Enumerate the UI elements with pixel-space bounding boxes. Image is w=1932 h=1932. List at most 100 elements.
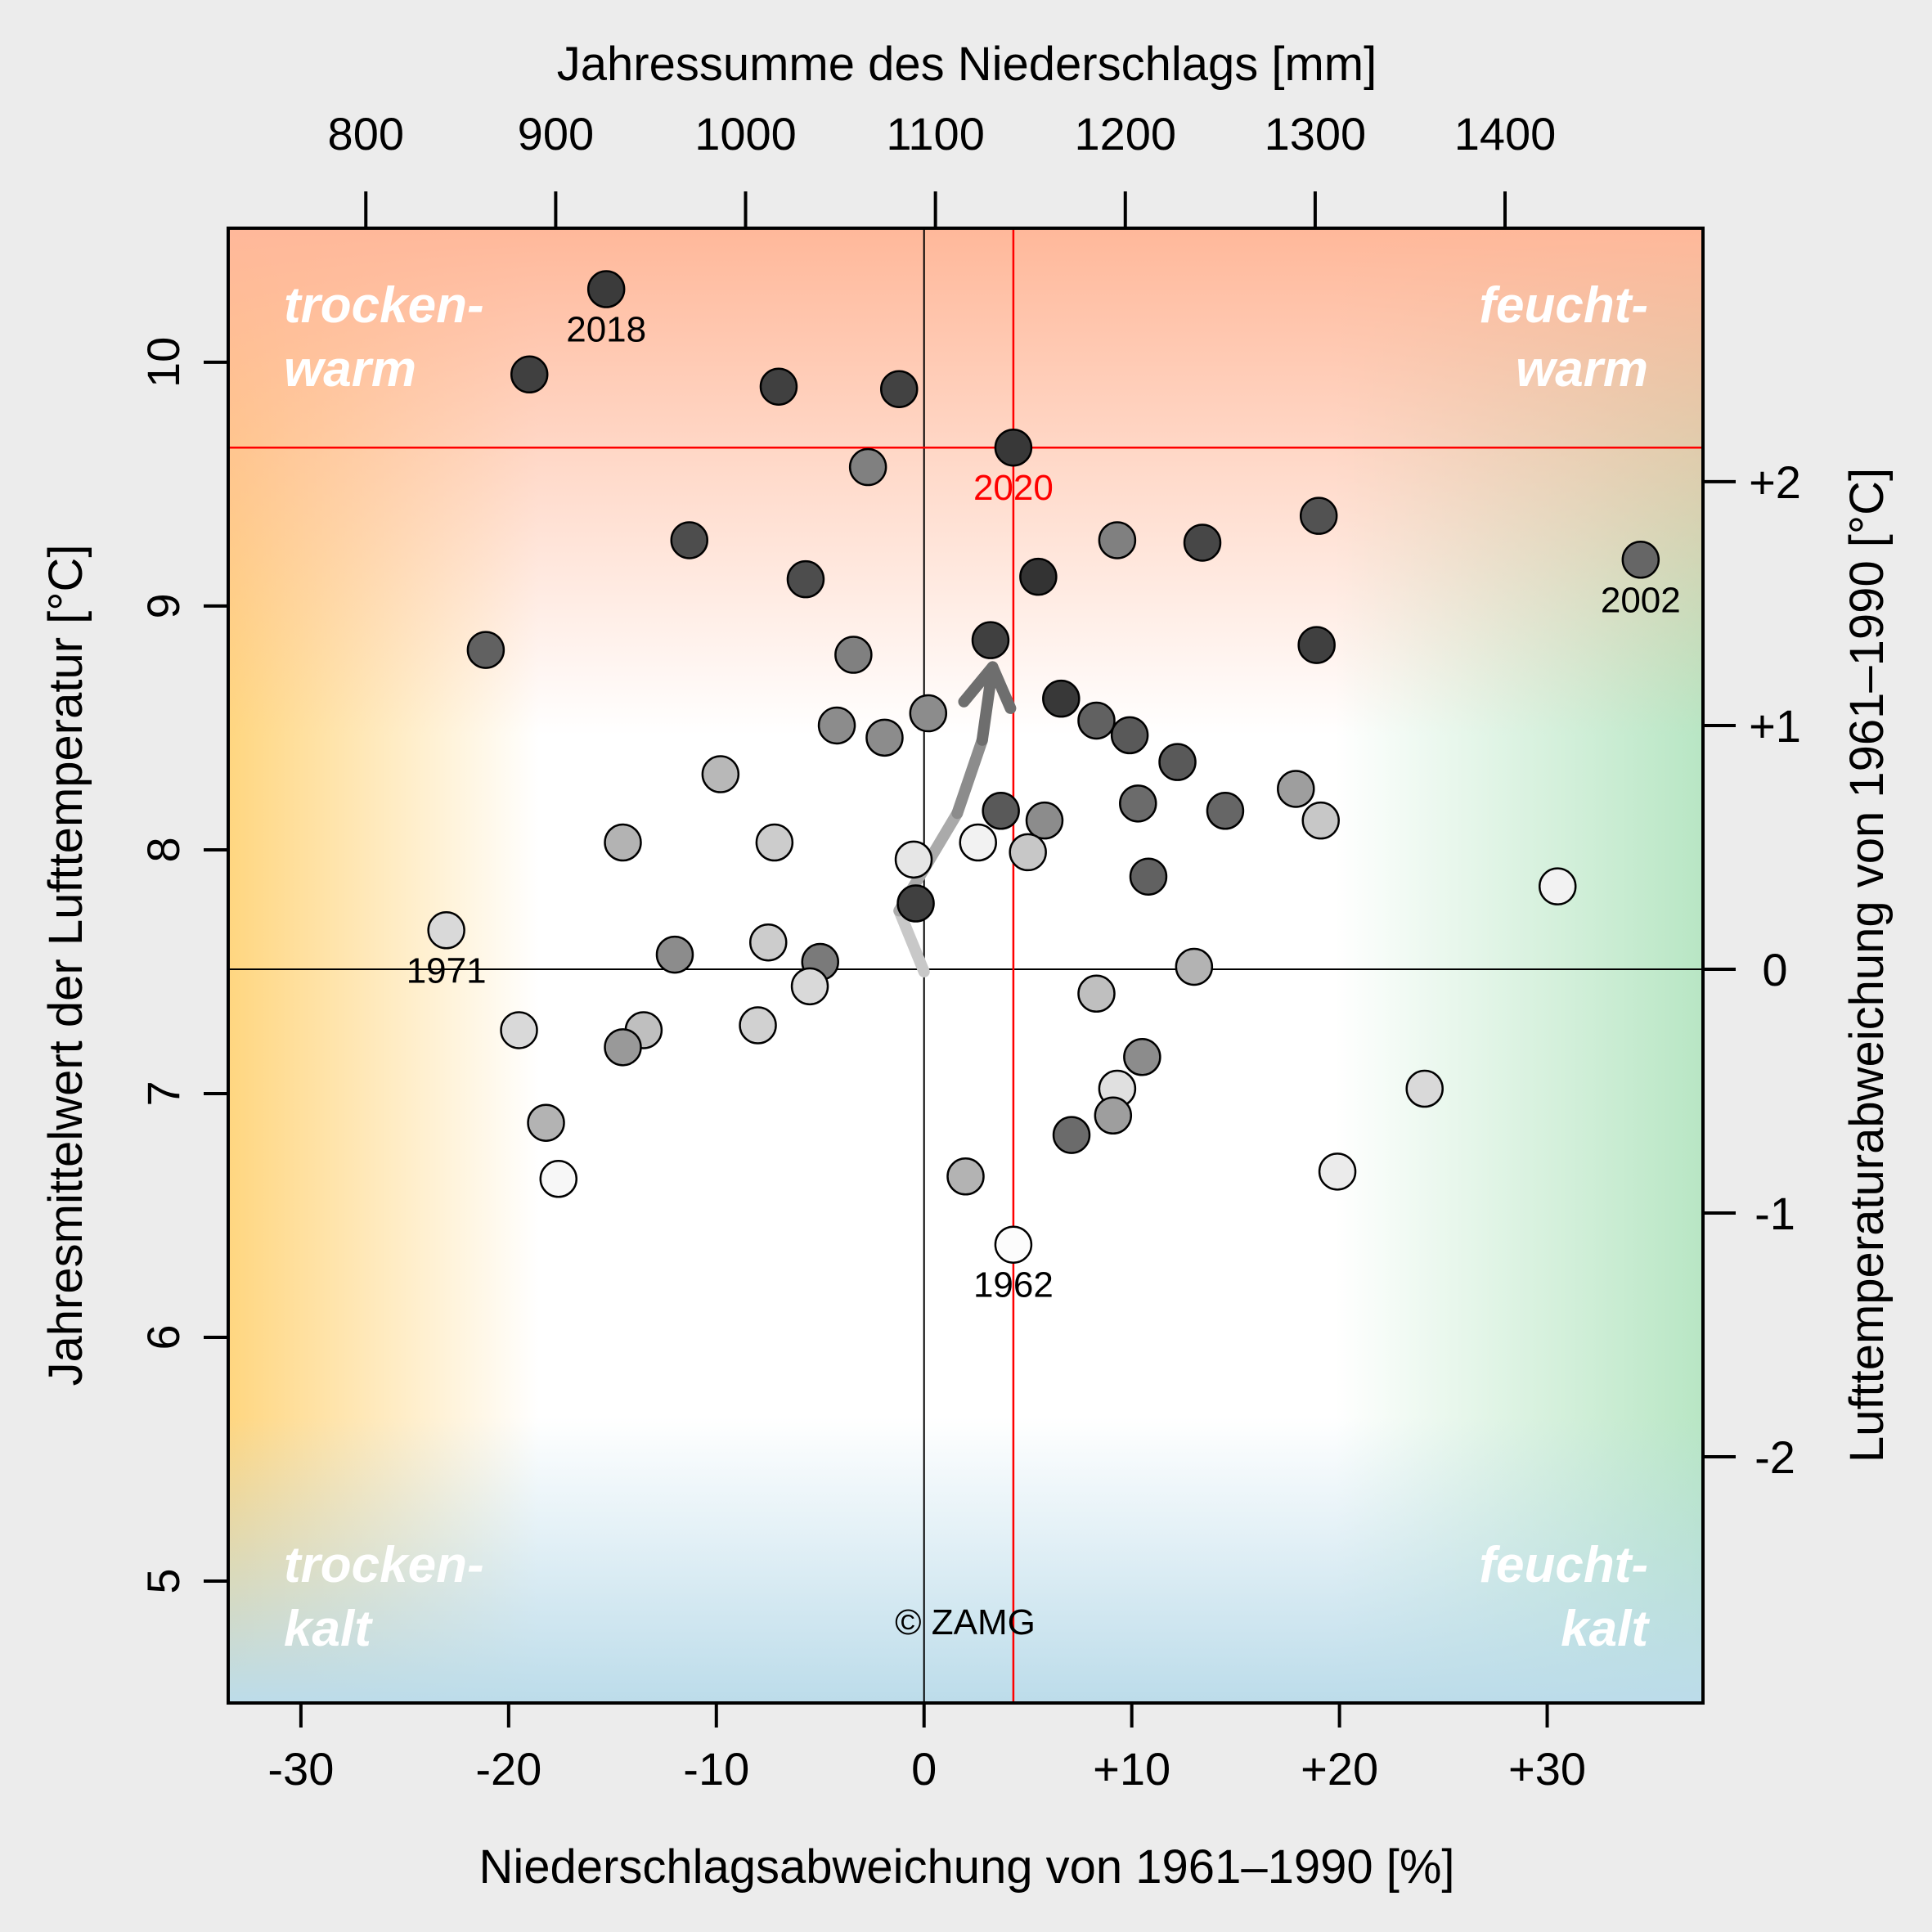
data-point-2018 — [586, 270, 626, 308]
data-point — [834, 636, 873, 674]
right-tick-label: +2 — [1749, 456, 1801, 508]
data-point — [1098, 521, 1137, 559]
data-point — [1077, 701, 1116, 740]
data-point — [786, 559, 825, 599]
top-axis-title: Jahressumme des Niederschlags [mm] — [557, 38, 1377, 91]
top-tick-label: 1000 — [694, 108, 797, 160]
data-point — [1094, 1096, 1133, 1135]
right-tick-label: -2 — [1755, 1431, 1795, 1483]
x-axis-top: 800 900 1000 1100 1200 1300 1400 — [328, 108, 1557, 228]
quadrant-labels: trocken- warm feucht- warm trocken- kalt… — [284, 277, 1650, 1657]
y-tick-label: 6 — [137, 1324, 189, 1350]
year-label-2002: 2002 — [1601, 580, 1681, 620]
data-point — [848, 447, 887, 487]
data-point — [1183, 523, 1222, 562]
x-tick-label: +30 — [1508, 1743, 1586, 1795]
top-tick-label: 1400 — [1454, 108, 1557, 160]
right-axis-title: Lufttemperaturabweichung von 1961–1990 [… — [1840, 468, 1894, 1462]
data-point — [655, 935, 694, 974]
data-point — [510, 355, 549, 394]
quadrant-label-top-left-2: warm — [284, 341, 416, 398]
data-point — [749, 923, 788, 962]
data-point — [1025, 801, 1064, 840]
data-point — [909, 694, 948, 733]
quadrant-label-top-right-2: warm — [1516, 341, 1648, 398]
data-point — [1538, 867, 1577, 905]
data-point — [670, 521, 709, 559]
data-point — [527, 1103, 565, 1142]
data-point — [1175, 947, 1214, 986]
trend-arrow-segment — [976, 661, 999, 746]
plot-frame — [227, 227, 1705, 1705]
data-point-2002 — [1621, 541, 1660, 579]
quadrant-label-bottom-right-2: kalt — [1561, 1601, 1650, 1657]
right-tick-label: 0 — [1762, 944, 1787, 995]
x-tick-label: -30 — [267, 1743, 334, 1795]
data-point-1971 — [427, 911, 465, 950]
data-point — [539, 1160, 578, 1198]
trend-arrow-segment — [893, 905, 930, 977]
data-point — [1009, 833, 1047, 872]
data-point — [959, 823, 997, 862]
data-point — [1158, 743, 1197, 781]
top-tick-label: 1300 — [1265, 108, 1367, 160]
y-tick-label: 10 — [137, 337, 189, 388]
data-point — [1123, 1038, 1161, 1076]
y-tick-label: 9 — [137, 593, 189, 618]
data-point — [894, 840, 933, 879]
x-tick-label: +20 — [1301, 1743, 1378, 1795]
y-axis-right: -2 -1 0 +1 +2 — [1703, 456, 1801, 1483]
x-tick-label: 0 — [911, 1743, 937, 1795]
x-tick-label: -10 — [683, 1743, 749, 1795]
data-point — [759, 367, 798, 406]
data-point — [982, 792, 1020, 830]
quadrant-label-top-left-1: trocken- — [284, 277, 484, 334]
data-point — [879, 370, 919, 408]
data-point — [790, 967, 829, 1006]
year-label-1971: 1971 — [407, 950, 487, 991]
data-point — [500, 1011, 538, 1049]
data-points — [427, 270, 1660, 1264]
point-labels: 2018 2020 2002 1971 1962 — [407, 310, 1681, 1305]
year-label-2020: 2020 — [973, 468, 1054, 508]
y-tick-label: 8 — [137, 837, 189, 862]
y-tick-label: 5 — [137, 1568, 189, 1593]
x-axis-bottom: -30 -20 -10 0 +10 +20 +30 — [267, 1703, 1586, 1795]
y-axis-title: Jahresmittelwert der Lufttemperatur [°C] — [39, 545, 92, 1386]
y-tick-label: 7 — [137, 1081, 189, 1106]
data-point — [1277, 770, 1315, 808]
trend-arrow-head — [958, 661, 1017, 714]
right-tick-label: +1 — [1749, 700, 1801, 752]
data-point — [1297, 626, 1336, 664]
data-point — [755, 823, 794, 862]
data-point — [1110, 716, 1149, 755]
data-point — [466, 631, 505, 669]
data-point — [1129, 857, 1168, 896]
right-tick-label: -1 — [1755, 1188, 1795, 1239]
data-point — [971, 621, 1010, 659]
data-point — [1119, 784, 1157, 823]
data-point — [896, 884, 935, 923]
data-point — [604, 1028, 642, 1067]
copyright-label: © ZAMG — [895, 1602, 1036, 1642]
plot-background — [228, 228, 1703, 1703]
data-point — [1299, 496, 1338, 535]
quadrant-label-bottom-left-1: trocken- — [284, 1537, 484, 1593]
top-tick-label: 1100 — [886, 108, 984, 160]
top-tick-label: 1200 — [1074, 108, 1176, 160]
data-point — [1318, 1152, 1357, 1191]
x-tick-label: -20 — [475, 1743, 541, 1795]
quadrant-label-bottom-left-2: kalt — [284, 1601, 373, 1657]
year-label-2018: 2018 — [566, 310, 646, 350]
cold-gradient — [228, 1417, 1703, 1703]
data-point — [1301, 801, 1340, 840]
trend-arrow-segment — [951, 734, 988, 820]
data-point — [1405, 1069, 1444, 1108]
data-point — [604, 823, 642, 862]
y-axis-left: 5 6 7 8 9 10 — [137, 337, 228, 1594]
year-label-1962: 1962 — [973, 1265, 1054, 1305]
data-point — [1042, 679, 1081, 718]
data-point — [946, 1157, 985, 1196]
data-point — [1019, 557, 1058, 596]
